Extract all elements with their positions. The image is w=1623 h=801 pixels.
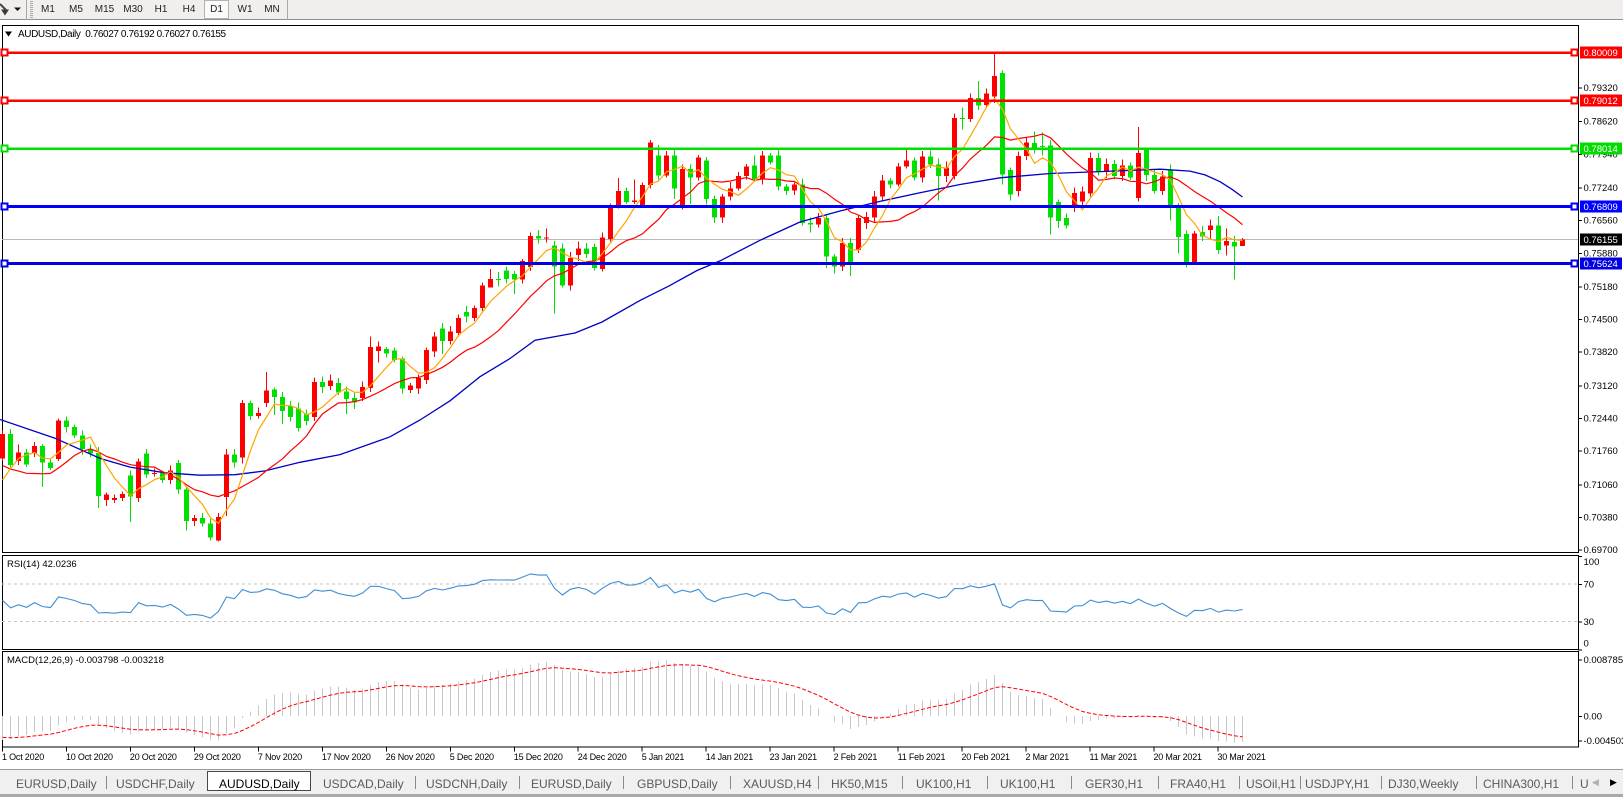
svg-text:20 Oct 2020: 20 Oct 2020 [130, 752, 177, 762]
svg-text:11 Mar 2021: 11 Mar 2021 [1090, 752, 1138, 762]
svg-text:AUDUSD,Daily 0.76027 0.76192: AUDUSD,Daily 0.76027 0.76192 0.76027 0.7… [18, 29, 227, 40]
svg-text:0.76155: 0.76155 [1584, 235, 1618, 246]
svg-text:0.71760: 0.71760 [1584, 446, 1618, 457]
svg-text:0.79320: 0.79320 [1584, 83, 1618, 94]
svg-text:23 Jan 2021: 23 Jan 2021 [770, 752, 818, 762]
svg-text:0.70380: 0.70380 [1584, 513, 1618, 524]
svg-text:14 Jan 2021: 14 Jan 2021 [706, 752, 754, 762]
svg-text:17 Nov 2020: 17 Nov 2020 [322, 752, 371, 762]
svg-text:0.75624: 0.75624 [1584, 259, 1618, 270]
svg-text:1 Oct 2020: 1 Oct 2020 [2, 752, 44, 762]
svg-text:0.74500: 0.74500 [1584, 315, 1618, 326]
svg-text:0.80009: 0.80009 [1584, 48, 1618, 59]
svg-text:0.76560: 0.76560 [1584, 216, 1618, 227]
svg-text:5 Dec 2020: 5 Dec 2020 [450, 752, 494, 762]
svg-text:5 Jan 2021: 5 Jan 2021 [642, 752, 685, 762]
svg-text:0.73820: 0.73820 [1584, 347, 1618, 358]
svg-text:0.008785: 0.008785 [1584, 655, 1623, 666]
svg-text:-0.004503: -0.004503 [1584, 736, 1623, 747]
svg-text:MACD(12,26,9) -0.003798 -0.003: MACD(12,26,9) -0.003798 -0.003218 [7, 655, 164, 666]
svg-text:0: 0 [1584, 638, 1589, 649]
svg-text:0.69700: 0.69700 [1584, 545, 1618, 556]
svg-text:RSI(14) 42.0236: RSI(14) 42.0236 [7, 559, 77, 570]
svg-text:7 Nov 2020: 7 Nov 2020 [258, 752, 302, 762]
svg-text:2 Feb 2021: 2 Feb 2021 [834, 752, 878, 762]
svg-text:0.73120: 0.73120 [1584, 381, 1618, 392]
svg-text:11 Feb 2021: 11 Feb 2021 [898, 752, 946, 762]
svg-text:30 Mar 2021: 30 Mar 2021 [1217, 752, 1266, 762]
svg-text:10 Oct 2020: 10 Oct 2020 [66, 752, 113, 762]
svg-text:0.76809: 0.76809 [1584, 202, 1618, 213]
svg-text:20 Feb 2021: 20 Feb 2021 [962, 752, 1011, 762]
svg-text:70: 70 [1584, 580, 1595, 591]
svg-text:0.00: 0.00 [1584, 711, 1603, 722]
svg-text:0.75180: 0.75180 [1584, 282, 1618, 293]
svg-text:0.71060: 0.71060 [1584, 480, 1618, 491]
svg-text:20 Mar 2021: 20 Mar 2021 [1154, 752, 1203, 762]
svg-text:2 Mar 2021: 2 Mar 2021 [1026, 752, 1070, 762]
svg-text:0.79012: 0.79012 [1584, 96, 1618, 107]
svg-text:0.78014: 0.78014 [1584, 144, 1618, 155]
svg-text:30: 30 [1584, 617, 1595, 628]
svg-text:0.77240: 0.77240 [1584, 183, 1618, 194]
svg-text:15 Dec 2020: 15 Dec 2020 [514, 752, 563, 762]
svg-text:100: 100 [1584, 557, 1600, 568]
svg-text:29 Oct 2020: 29 Oct 2020 [194, 752, 241, 762]
svg-text:0.78620: 0.78620 [1584, 117, 1618, 128]
svg-text:26 Nov 2020: 26 Nov 2020 [386, 752, 435, 762]
svg-text:24 Dec 2020: 24 Dec 2020 [578, 752, 627, 762]
svg-text:0.72440: 0.72440 [1584, 414, 1618, 425]
